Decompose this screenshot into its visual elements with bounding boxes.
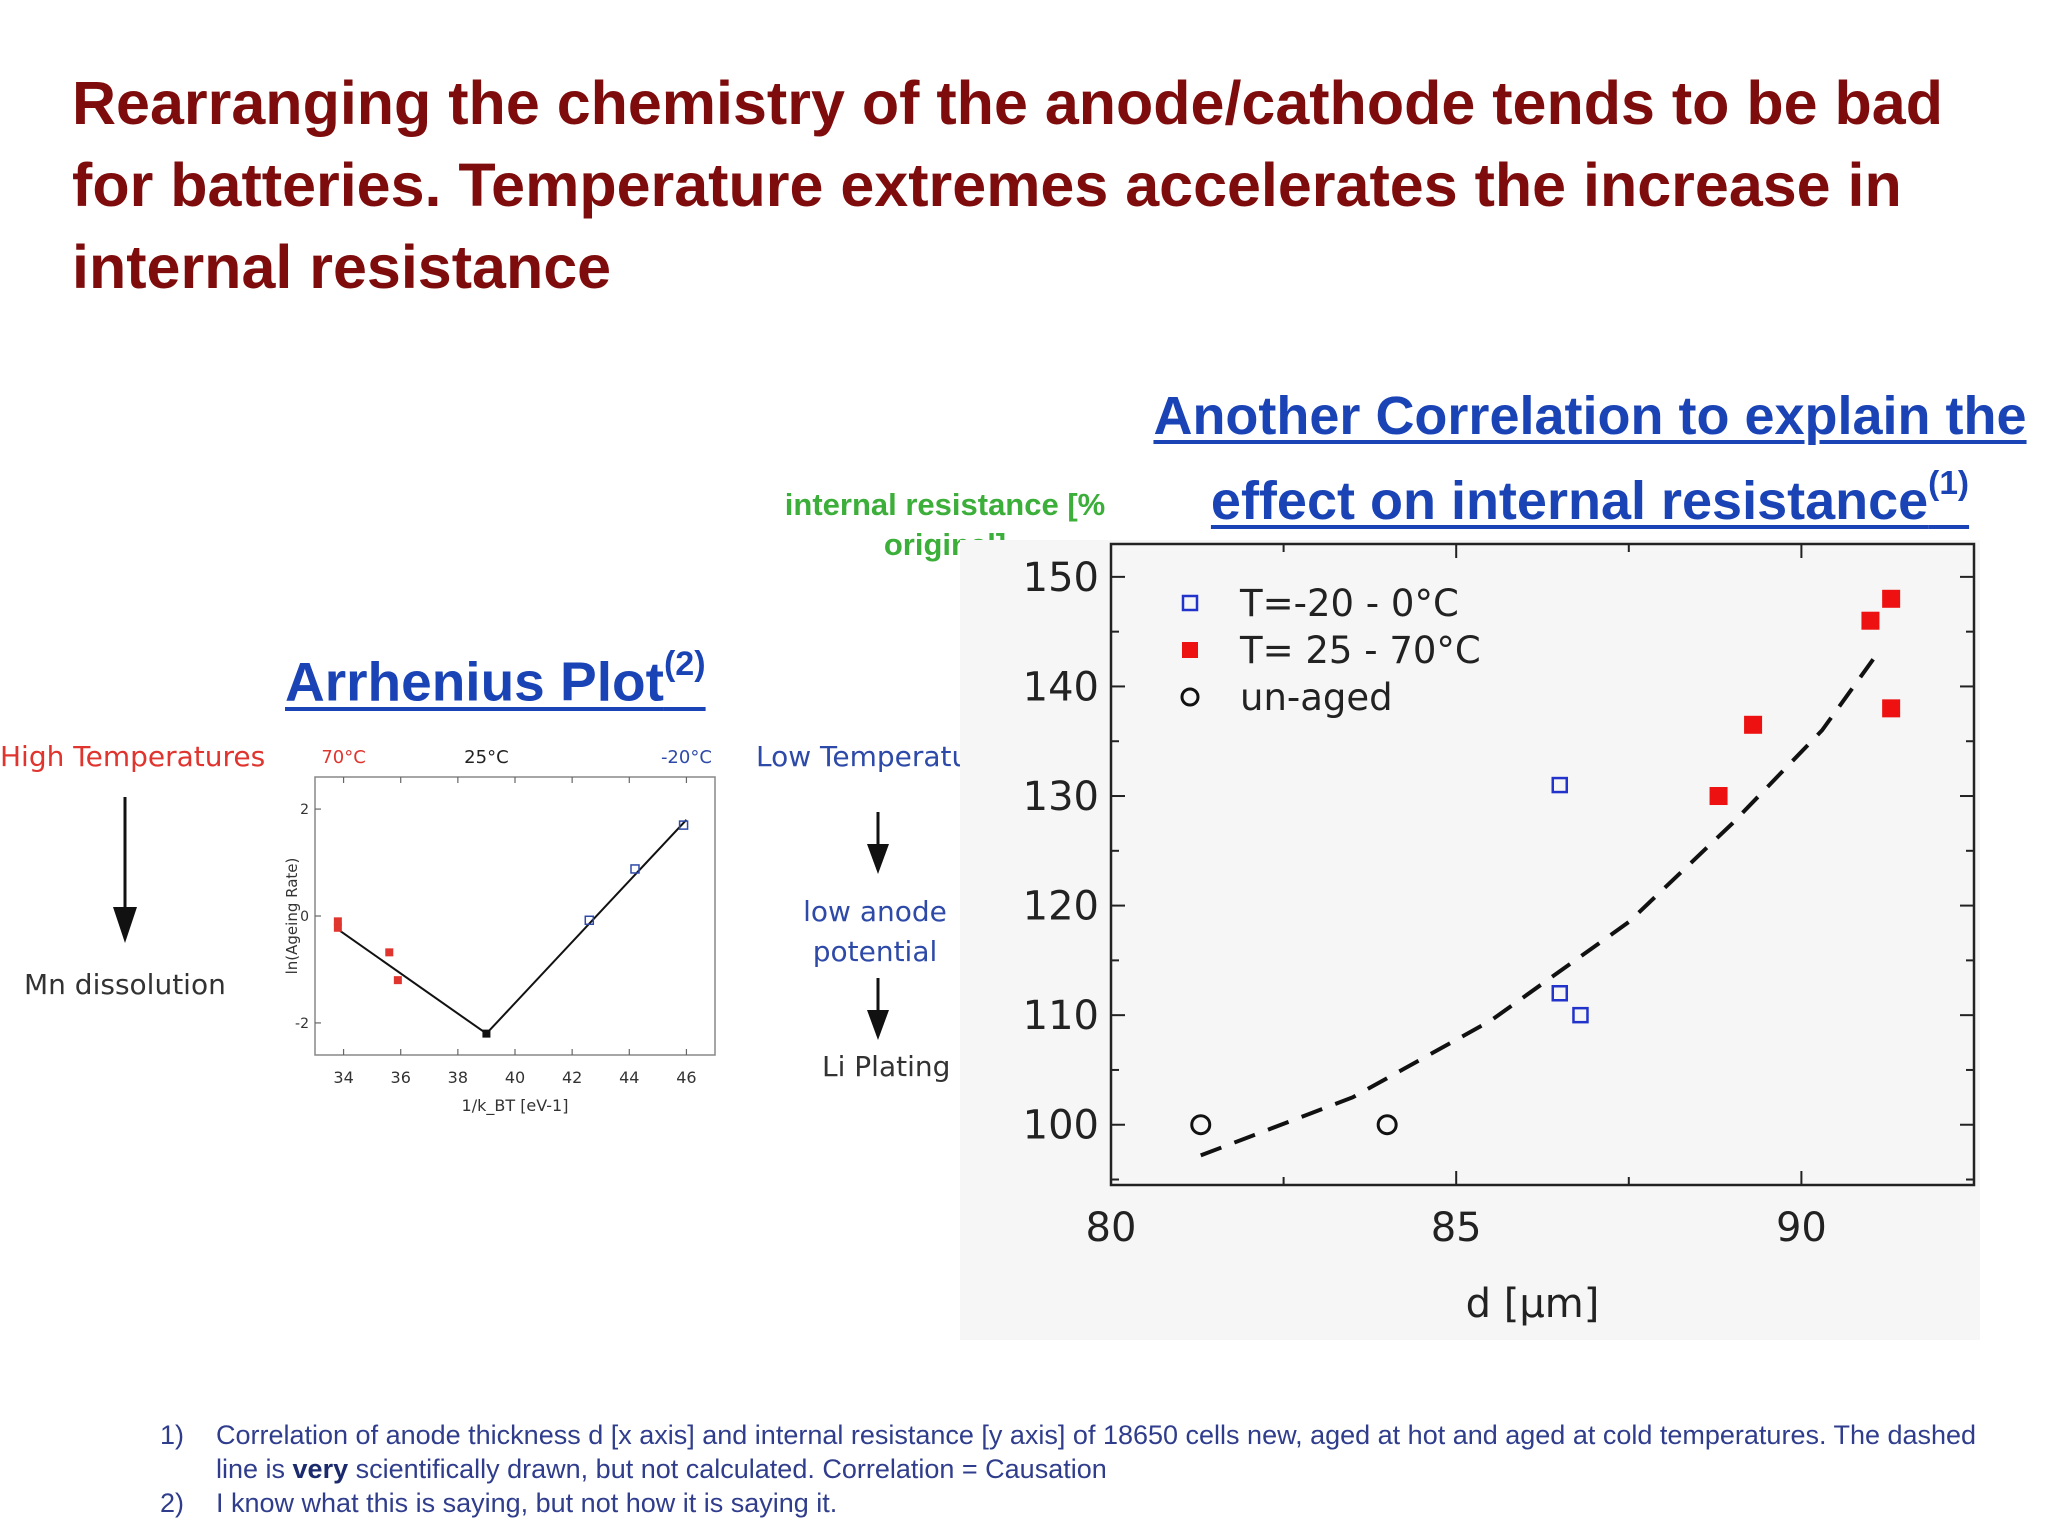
footnotes: 1) Correlation of anode thickness d [x ax…	[160, 1418, 2020, 1520]
fit-line	[485, 819, 688, 1035]
low-anode-potential-label: low anode potential	[803, 895, 947, 968]
arrhenius-heading-ref: (2)	[663, 645, 706, 683]
x-tick-label: 40	[505, 1068, 525, 1087]
y-tick-label: 0	[300, 909, 309, 925]
footnote-text: Correlation of anode thickness d [x axis…	[216, 1420, 1977, 1484]
legend-marker	[1182, 642, 1198, 658]
high-temperatures-label: High Temperatures	[0, 740, 266, 773]
footnote-2: 2) I know what this is saying, but not ho…	[160, 1486, 2020, 1520]
temperature-label: 25°C	[464, 747, 508, 768]
temperature-label: -20°C	[661, 747, 712, 768]
li-plating-label: Li Plating	[822, 1050, 951, 1083]
correlation-chart: 80 85 90 100 110 120 130 140 150 d [µm] T=-20 - 0°…	[960, 540, 1980, 1340]
y-axis-label: ln(Ageing Rate)	[283, 858, 301, 975]
mn-dissolution-label: Mn dissolution	[24, 968, 226, 1001]
temperature-label: 70°C	[321, 747, 365, 768]
y-tick-label: 130	[1023, 774, 1099, 820]
correlation-heading-ref: (1)	[1928, 465, 1970, 502]
fit-line	[337, 928, 488, 1035]
arrhenius-plot-heading: Arrhenius Plot(2)	[285, 645, 706, 714]
data-point	[1551, 984, 1569, 1002]
y-tick-label: 120	[1023, 884, 1099, 930]
data-point	[1551, 776, 1569, 794]
internal-resistance-axis-label: internal resistance [% original]	[784, 487, 1106, 562]
y-tick-label: 140	[1023, 664, 1099, 710]
y-tick-label: 110	[1023, 993, 1099, 1039]
legend-marker	[1180, 687, 1200, 707]
y-tick-label: 100	[1023, 1103, 1099, 1149]
x-tick-label: 36	[391, 1068, 411, 1087]
data-point	[1572, 1006, 1589, 1024]
y-tick-label: -2	[295, 1016, 309, 1032]
data-point	[482, 1029, 491, 1038]
data-point	[385, 948, 394, 957]
data-point	[1882, 699, 1901, 718]
x-tick-label: 38	[448, 1068, 468, 1087]
legend-label: un-aged	[1240, 676, 1393, 719]
data-point	[1190, 1114, 1212, 1136]
footnote-emphasis: very	[292, 1454, 349, 1484]
legend-marker	[1181, 594, 1199, 612]
data-point	[584, 915, 595, 926]
x-tick-label: 46	[676, 1068, 696, 1087]
plot-frame	[1109, 542, 1976, 1187]
data-point	[393, 976, 402, 985]
data-point	[1861, 611, 1880, 630]
data-point	[678, 820, 689, 830]
dashed-trend-line	[1200, 652, 1879, 1158]
x-tick-label: 85	[1431, 1205, 1482, 1251]
y-tick-label: 150	[1023, 555, 1099, 601]
arrhenius-heading-text: Arrhenius Plot	[285, 650, 664, 713]
x-tick-label: 34	[333, 1068, 353, 1087]
chart-background	[960, 540, 1980, 1340]
correlation-heading: Another Correlation to explain the effec…	[1110, 382, 2048, 535]
data-point	[1709, 787, 1728, 806]
legend-label: T=-20 - 0°C	[1239, 582, 1459, 625]
x-tick-label: 80	[1086, 1205, 1137, 1251]
footnote-text-end: scientifically drawn, but not calculated…	[348, 1454, 1107, 1484]
data-point	[1882, 589, 1901, 608]
x-axis-label: d [µm]	[1466, 1281, 1600, 1327]
footnote-text: I know what this is saying, but not how …	[216, 1488, 838, 1518]
data-point	[630, 864, 640, 874]
plot-frame	[314, 776, 716, 1056]
arrhenius-chart: 34 36 38 40 42 44 46 2 0 -2 1/k_BT [eV-1] ln(Ageing…	[283, 747, 716, 1116]
low-temp-arrow-2	[867, 978, 889, 1040]
low-temp-arrow-1	[867, 812, 889, 874]
slide-title: Rearranging the chemistry of the anode/c…	[72, 69, 1943, 301]
data-point	[1376, 1114, 1398, 1136]
y-tick-label: 2	[300, 802, 309, 818]
x-tick-label: 90	[1776, 1205, 1827, 1251]
footnote-1: 1) Correlation of anode thickness d [x ax…	[160, 1418, 2020, 1486]
footnote-number: 1)	[160, 1420, 185, 1450]
x-tick-label: 44	[619, 1068, 639, 1087]
data-point	[333, 923, 342, 932]
correlation-heading-text: Another Correlation to explain the effec…	[1153, 386, 2027, 532]
data-point	[1744, 715, 1763, 734]
high-temp-arrow	[113, 797, 137, 943]
footnote-number: 2)	[160, 1488, 185, 1518]
data-point	[333, 917, 342, 926]
x-tick-label: 42	[562, 1068, 582, 1087]
legend-label: T= 25 - 70°C	[1239, 629, 1481, 672]
x-axis-label: 1/k_BT [eV-1]	[462, 1096, 569, 1116]
